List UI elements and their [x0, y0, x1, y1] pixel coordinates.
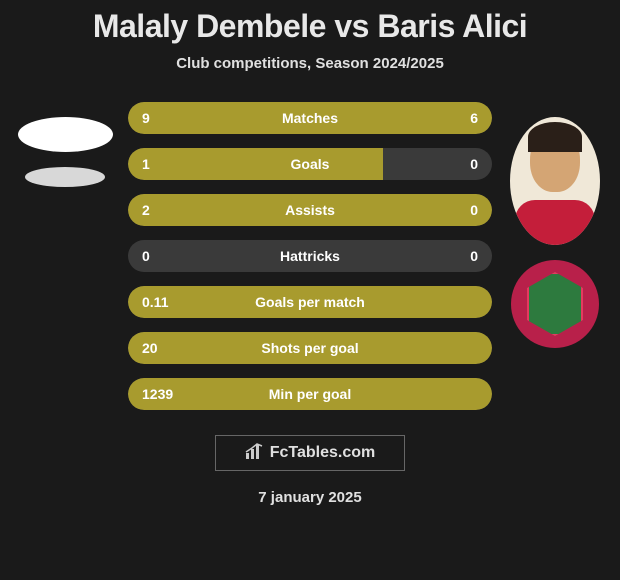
bar-fill-left	[128, 148, 383, 180]
badge-shield-icon	[527, 272, 583, 336]
comparison-card: Malaly Dembele vs Baris Alici Club compe…	[0, 0, 620, 580]
stat-value-left: 2	[142, 202, 150, 218]
left-player-col	[10, 102, 120, 187]
stat-bar: 20 Shots per goal	[128, 332, 492, 364]
stats-bars: 9 Matches 6 1 Goals 0 2 Assists 0 0 Hatt…	[120, 102, 500, 410]
stat-bar: 9 Matches 6	[128, 102, 492, 134]
stat-value-left: 9	[142, 110, 150, 126]
stat-label: Goals	[291, 156, 330, 172]
stat-label: Min per goal	[269, 386, 351, 402]
stat-value-right: 0	[470, 202, 478, 218]
player1-avatar-placeholder	[18, 117, 113, 152]
stat-label: Assists	[285, 202, 335, 218]
watermark-text: FcTables.com	[270, 444, 376, 462]
stat-value-left: 0.11	[142, 294, 168, 310]
stat-bar: 1 Goals 0	[128, 148, 492, 180]
stat-value-left: 0	[142, 248, 150, 264]
stat-value-right: 0	[470, 156, 478, 172]
stat-value-right: 0	[470, 248, 478, 264]
stat-bar: 0 Hattricks 0	[128, 240, 492, 272]
stat-label: Matches	[282, 110, 338, 126]
avatar-body-shape	[515, 200, 595, 245]
stat-label: Goals per match	[255, 294, 365, 310]
player2-club-badge	[511, 260, 599, 348]
stat-label: Hattricks	[280, 248, 340, 264]
stat-bar: 0.11 Goals per match	[128, 286, 492, 318]
right-player-col	[500, 102, 610, 348]
page-title: Malaly Dembele vs Baris Alici	[93, 8, 527, 45]
watermark: FcTables.com	[215, 435, 405, 471]
stat-value-right: 6	[470, 110, 478, 126]
main-area: 9 Matches 6 1 Goals 0 2 Assists 0 0 Hatt…	[0, 102, 620, 410]
stat-value-left: 20	[142, 340, 158, 356]
player1-club-placeholder	[25, 167, 105, 187]
stat-value-left: 1239	[142, 386, 173, 402]
stat-bar: 2 Assists 0	[128, 194, 492, 226]
date-label: 7 january 2025	[258, 489, 361, 506]
stat-value-left: 1	[142, 156, 150, 172]
chart-icon	[245, 443, 265, 464]
avatar-hair-shape	[528, 122, 582, 152]
stat-bar: 1239 Min per goal	[128, 378, 492, 410]
player2-avatar	[510, 117, 600, 245]
subtitle: Club competitions, Season 2024/2025	[176, 55, 444, 72]
stat-label: Shots per goal	[261, 340, 358, 356]
